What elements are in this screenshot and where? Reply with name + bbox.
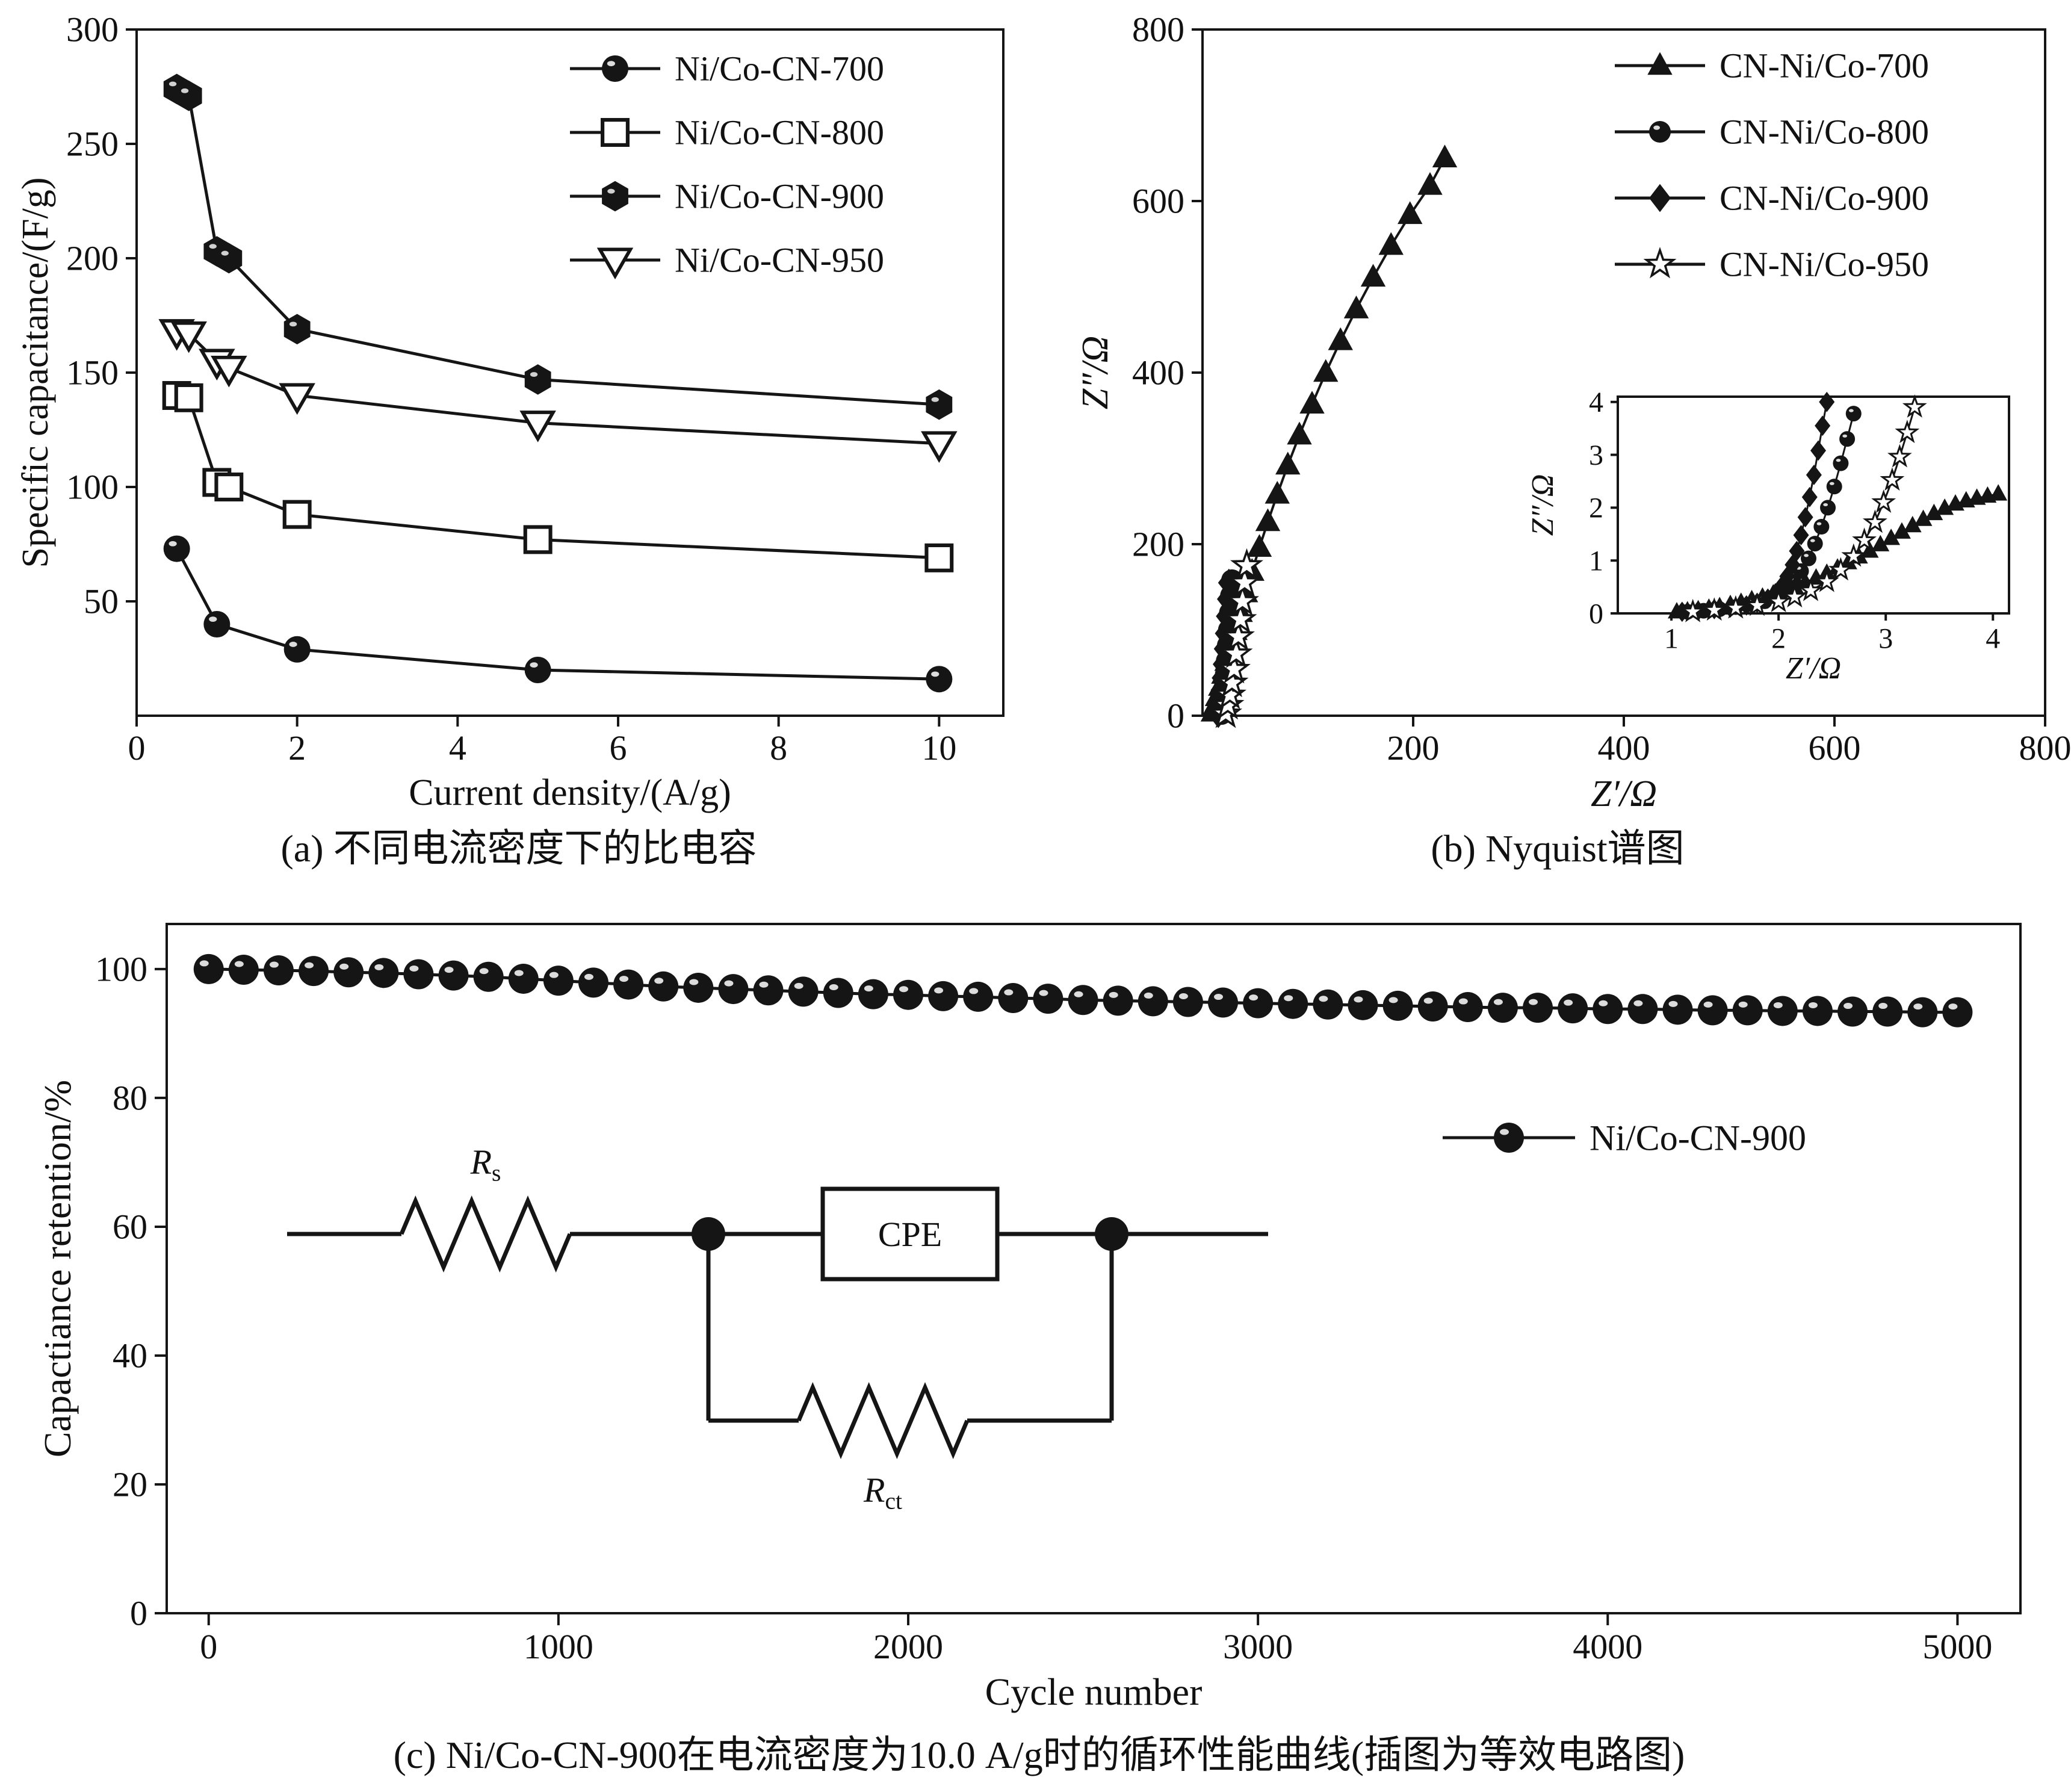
svg-text:40: 40 [113,1336,147,1375]
svg-text:Ni/Co-CN-950: Ni/Co-CN-950 [675,241,884,280]
svg-text:Z′/Ω: Z′/Ω [1591,774,1657,814]
svg-text:3: 3 [1589,439,1603,471]
svg-text:CPE: CPE [878,1215,941,1254]
svg-text:Ni/Co-CN-900: Ni/Co-CN-900 [1590,1118,1806,1158]
svg-text:CN-Ni/Co-700: CN-Ni/Co-700 [1720,46,1929,85]
svg-text:6: 6 [610,728,627,767]
svg-text:Ni/Co-CN-800: Ni/Co-CN-800 [675,113,884,152]
svg-text:1: 1 [1664,623,1679,655]
svg-text:Ni/Co-CN-900: Ni/Co-CN-900 [675,177,884,216]
svg-text:300: 300 [66,10,119,49]
svg-text:200: 200 [66,239,119,278]
svg-text:400: 400 [1598,728,1650,767]
svg-text:1000: 1000 [523,1627,593,1666]
svg-text:20: 20 [113,1465,147,1504]
svg-text:Specific capacitance/(F/g): Specific capacitance/(F/g) [15,178,56,568]
svg-text:100: 100 [95,950,147,989]
caption-b: (b) Nyquist谱图 [1431,827,1685,870]
svg-text:3000: 3000 [1223,1627,1293,1666]
svg-text:50: 50 [84,582,119,621]
chart-c-cycling: 0 1000 2000 3000 4000 5000 0 20 40 60 80 100 Cycle n… [36,923,2022,1713]
svg-text:150: 150 [66,353,119,392]
svg-text:Ni/Co-CN-700: Ni/Co-CN-700 [675,49,884,88]
svg-text:0: 0 [1167,696,1184,736]
svg-text:Z′/Ω: Z′/Ω [1786,651,1841,686]
svg-text:100: 100 [66,468,119,507]
panel-a: 0 2 4 6 8 10 50 100 150 200 250 300 Current density/… [7,8,1030,873]
svg-text:4: 4 [449,728,466,767]
top-row: 0 2 4 6 8 10 50 100 150 200 250 300 Current density/… [7,8,2071,873]
svg-text:Rs: Rs [469,1142,501,1186]
svg-text:800: 800 [1132,10,1184,49]
svg-text:Z″/Ω: Z″/Ω [1526,474,1560,536]
svg-text:4: 4 [1589,386,1603,418]
svg-text:CN-Ni/Co-900: CN-Ni/Co-900 [1720,179,1929,218]
panel-b: 200 400 600 800 0 200 400 600 800 Z′/Ω Z″/Ω CN-Ni/C… [1040,8,2071,873]
svg-text:4: 4 [1986,623,2000,655]
svg-text:200: 200 [1387,728,1440,767]
svg-text:0: 0 [200,1627,217,1666]
svg-text:800: 800 [2019,728,2071,767]
svg-text:CN-Ni/Co-950: CN-Ni/Co-950 [1720,245,1929,284]
chart-a-specific-capacitance: 0 2 4 6 8 10 50 100 150 200 250 300 Current density/… [15,10,1005,813]
svg-text:Z″/Ω: Z″/Ω [1075,336,1116,409]
svg-text:0: 0 [130,1594,147,1633]
svg-text:400: 400 [1132,353,1184,392]
caption-a: (a) 不同电流密度下的比电容 [280,827,757,870]
svg-text:8: 8 [770,728,787,767]
svg-text:600: 600 [1132,182,1184,221]
svg-text:200: 200 [1132,525,1184,564]
svg-text:1: 1 [1589,545,1603,577]
svg-text:2: 2 [1771,623,1786,655]
svg-text:Current density/(A/g): Current density/(A/g) [409,772,731,813]
caption-c: (c) Ni/Co-CN-900在电流密度为10.0 A/g时的循环性能曲线(插… [393,1734,1685,1776]
svg-text:Capactiance retention/%: Capactiance retention/% [36,1080,79,1457]
svg-text:2000: 2000 [873,1627,943,1666]
svg-text:Rct: Rct [863,1471,902,1515]
svg-text:3: 3 [1878,623,1893,655]
svg-text:80: 80 [113,1079,147,1118]
svg-text:4000: 4000 [1573,1627,1642,1666]
svg-text:CN-Ni/Co-800: CN-Ni/Co-800 [1720,113,1929,152]
svg-text:Cycle number: Cycle number [985,1670,1202,1713]
svg-text:60: 60 [113,1208,147,1247]
svg-text:5000: 5000 [1922,1627,1992,1666]
svg-text:2: 2 [1589,492,1603,524]
svg-text:2: 2 [288,728,306,767]
panel-c: 0 1000 2000 3000 4000 5000 0 20 40 60 80 100 Cycle n… [7,897,2071,1779]
svg-text:0: 0 [128,728,146,767]
svg-text:0: 0 [1589,598,1603,630]
svg-text:600: 600 [1809,728,1861,767]
svg-text:250: 250 [66,125,119,164]
svg-text:10: 10 [921,728,956,767]
chart-b-nyquist: 200 400 600 800 0 200 400 600 800 Z′/Ω Z″/Ω CN-Ni/C… [1075,10,2071,814]
